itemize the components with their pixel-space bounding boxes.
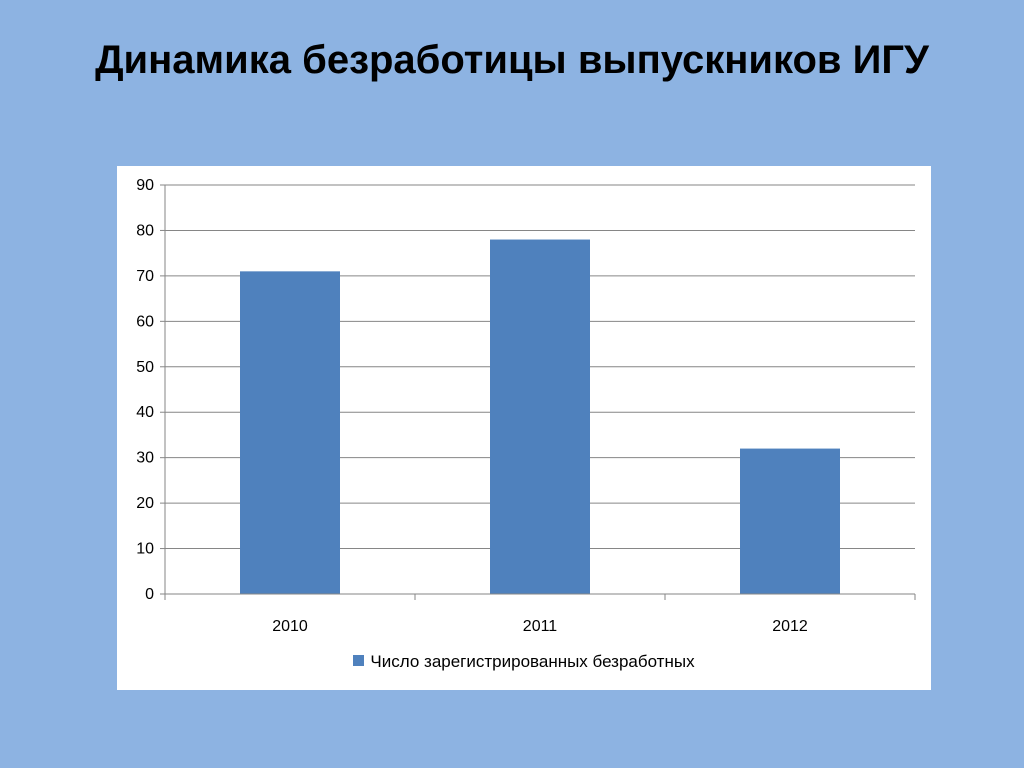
y-tick-label: 20	[136, 495, 154, 512]
x-tick-label: 2011	[523, 618, 558, 635]
y-tick-label: 60	[136, 313, 154, 330]
y-tick-label: 0	[145, 586, 154, 603]
bar-2010	[240, 271, 340, 594]
tick-labels: 0 10 20 30 40 50 60 70 80 90 2010 2011 2012	[136, 177, 808, 635]
x-tick-label: 2010	[272, 618, 308, 635]
y-tick-label: 10	[136, 541, 154, 558]
y-tick-label: 50	[136, 359, 154, 376]
legend-swatch	[353, 655, 365, 666]
y-tick-label: 70	[136, 268, 154, 285]
legend-label: Число зарегистрированных безработных	[370, 652, 695, 671]
slide-title: Динамика безработицы выпускников ИГУ	[95, 38, 929, 82]
bar-2012	[740, 448, 840, 594]
bars	[240, 239, 840, 594]
chart-panel: 0 10 20 30 40 50 60 70 80 90 2010 2011 2012 Число за…	[117, 166, 931, 690]
y-tick-label: 40	[136, 404, 154, 421]
x-tick-label: 2012	[772, 618, 808, 635]
y-tick-label: 90	[136, 177, 154, 194]
bar-chart: 0 10 20 30 40 50 60 70 80 90 2010 2011 2012	[136, 177, 916, 635]
axes	[160, 184, 916, 600]
bar-2011	[490, 239, 590, 594]
legend: Число зарегистрированных безработных	[117, 652, 931, 672]
y-tick-label: 80	[136, 222, 154, 239]
y-tick-label: 30	[136, 450, 154, 467]
